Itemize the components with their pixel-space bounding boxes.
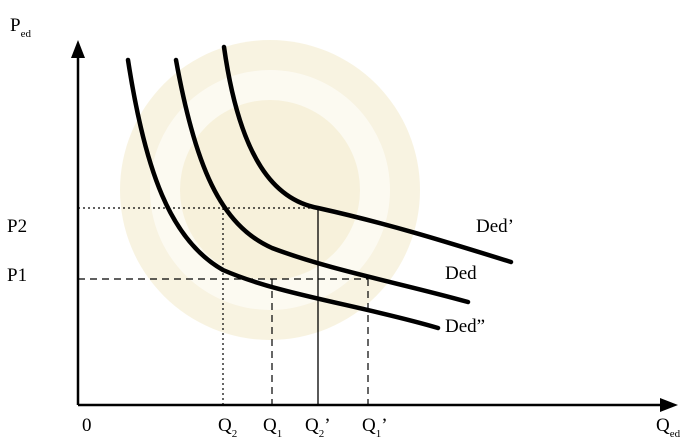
origin-label: 0 [82, 415, 92, 436]
price-label-p2: P2 [7, 216, 27, 237]
watermark-seal [120, 40, 420, 340]
curve-label-ded: Ded [445, 263, 477, 284]
curve-label-ded-double-prime: Ded” [445, 316, 485, 337]
x-axis-label: Qed [656, 415, 681, 440]
curve-ded [173, 57, 471, 305]
quantity-tick-q2: Q2 [218, 415, 237, 440]
curve-label-ded-prime: Ded’ [476, 216, 514, 237]
quantity-tick-q1-prime: Q1’ [362, 415, 388, 440]
x-axis-arrow [660, 398, 678, 412]
y-axis-label: Ped [10, 15, 31, 40]
curve-ded-double-prime [125, 57, 441, 331]
y-axis-arrow [71, 40, 85, 58]
price-label-p1: P1 [7, 265, 27, 286]
quantity-tick-q1: Q1 [263, 415, 282, 440]
curve-ded-prime [221, 44, 514, 265]
quantity-tick-q2-prime: Q2’ [305, 415, 331, 440]
